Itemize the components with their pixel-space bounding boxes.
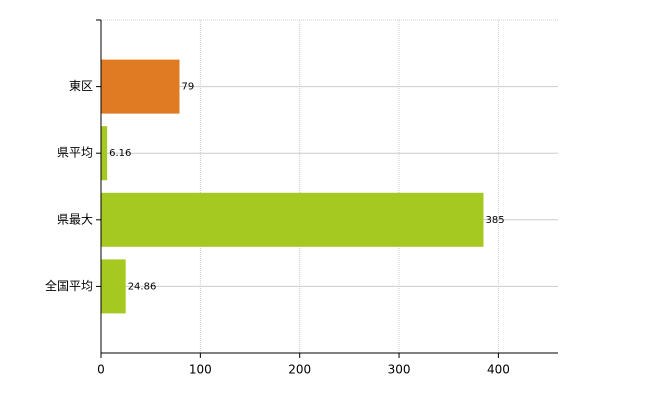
x-tick-label: 100: [189, 363, 212, 377]
y-tick-label: 県平均: [57, 146, 93, 160]
x-tick-label: 300: [388, 363, 411, 377]
value-label: 79: [181, 82, 194, 93]
bar: [101, 192, 484, 247]
x-tick-label: 0: [97, 363, 105, 377]
bar: [101, 259, 126, 314]
bar: [101, 59, 180, 114]
value-label: 24.86: [128, 281, 157, 292]
bar: [101, 126, 108, 181]
y-tick-label: 全国平均: [45, 278, 93, 293]
value-label: 385: [485, 215, 504, 226]
x-tick-label: 200: [288, 363, 311, 377]
value-label: 6.16: [109, 148, 131, 159]
y-tick-label: 県最大: [57, 212, 93, 226]
x-tick-label: 400: [487, 363, 510, 377]
y-tick-label: 東区: [69, 79, 93, 93]
